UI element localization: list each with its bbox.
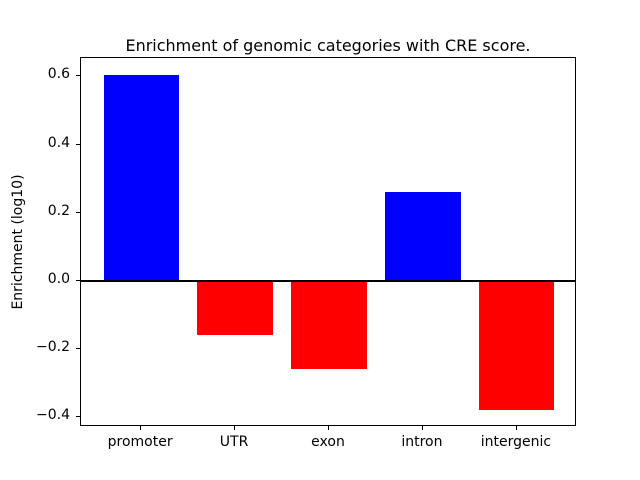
y-tick-label: 0.6: [47, 66, 70, 83]
y-tick-label: −0.4: [36, 407, 70, 424]
x-tick-mark: [328, 426, 329, 430]
x-tick-mark: [421, 426, 423, 430]
y-tick-label: 0.4: [47, 134, 70, 151]
x-tick-mark: [140, 426, 142, 430]
y-tick-mark: [76, 211, 80, 213]
y-tick-label: 0.0: [47, 270, 70, 287]
bar-promoter: [103, 74, 179, 281]
y-tick-mark: [76, 143, 80, 145]
y-tick-mark: [76, 347, 80, 349]
x-tick-label-intron: intron: [401, 434, 443, 450]
x-tick-mark: [234, 426, 236, 430]
y-tick-mark: [76, 416, 80, 418]
y-axis-label: Enrichment (log10): [10, 174, 26, 310]
chart-title: Enrichment of genomic categories with CR…: [125, 36, 531, 55]
x-tick-label-exon: exon: [311, 434, 345, 450]
x-tick-label-intergenic: intergenic: [480, 434, 552, 450]
y-tick-mark: [76, 279, 80, 281]
y-tick-label: 0.2: [47, 202, 70, 219]
y-tick-label: −0.2: [36, 338, 70, 355]
y-tick-mark: [76, 75, 80, 77]
bar-UTR: [197, 280, 273, 336]
plot-area: [80, 57, 576, 426]
bar-intron: [385, 192, 461, 281]
bar-exon: [291, 280, 367, 370]
x-tick-label-promoter: promoter: [107, 434, 173, 450]
zero-line: [81, 279, 575, 282]
bar-intergenic: [479, 280, 555, 411]
x-tick-label-UTR: UTR: [219, 434, 249, 450]
x-tick-mark: [515, 426, 517, 430]
